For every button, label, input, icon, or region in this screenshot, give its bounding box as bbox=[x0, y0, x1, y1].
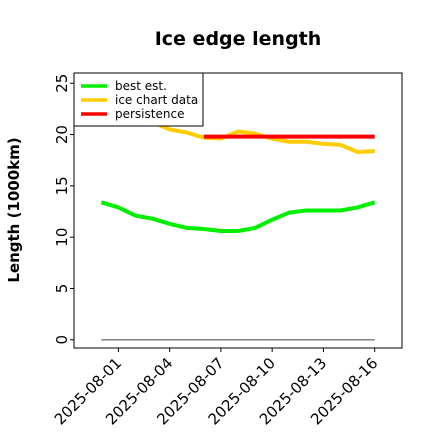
plot-frame bbox=[73, 72, 403, 349]
chart-title: Ice edge length bbox=[155, 28, 322, 50]
series-line-best-est- bbox=[100, 200, 376, 234]
y-tick-label: 20 bbox=[53, 125, 71, 144]
legend-label: persistence bbox=[115, 107, 184, 121]
plot-area: 05101520252025-08-012025-08-042025-08-07… bbox=[51, 74, 382, 429]
legend-label: best est. bbox=[115, 79, 167, 93]
y-axis-label: Length (1000km) bbox=[5, 137, 23, 282]
y-tick-label: 15 bbox=[53, 176, 71, 195]
y-tick-label: 25 bbox=[53, 74, 71, 93]
legend-label: ice chart data bbox=[115, 93, 198, 107]
y-tick-label: 10 bbox=[53, 228, 71, 247]
y-tick-label: 5 bbox=[53, 284, 71, 294]
y-tick-label: 0 bbox=[53, 335, 71, 345]
